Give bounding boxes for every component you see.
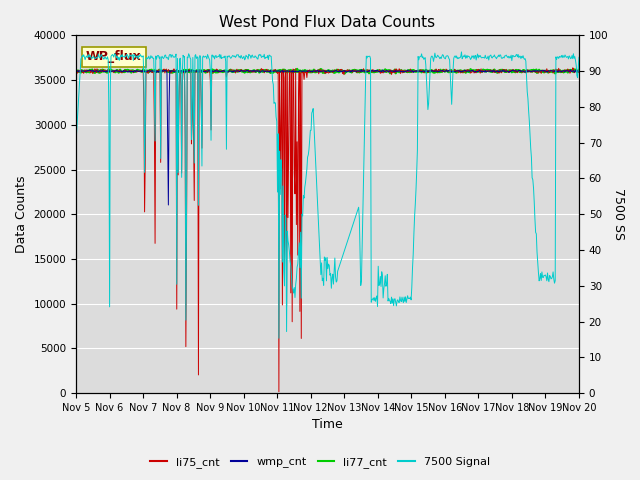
Text: WP_flux: WP_flux — [86, 50, 142, 63]
X-axis label: Time: Time — [312, 419, 343, 432]
Y-axis label: 7500 SS: 7500 SS — [612, 188, 625, 240]
Legend: li75_cnt, wmp_cnt, li77_cnt, 7500 Signal: li75_cnt, wmp_cnt, li77_cnt, 7500 Signal — [146, 452, 494, 472]
Y-axis label: Data Counts: Data Counts — [15, 176, 28, 253]
Title: West Pond Flux Data Counts: West Pond Flux Data Counts — [220, 15, 436, 30]
